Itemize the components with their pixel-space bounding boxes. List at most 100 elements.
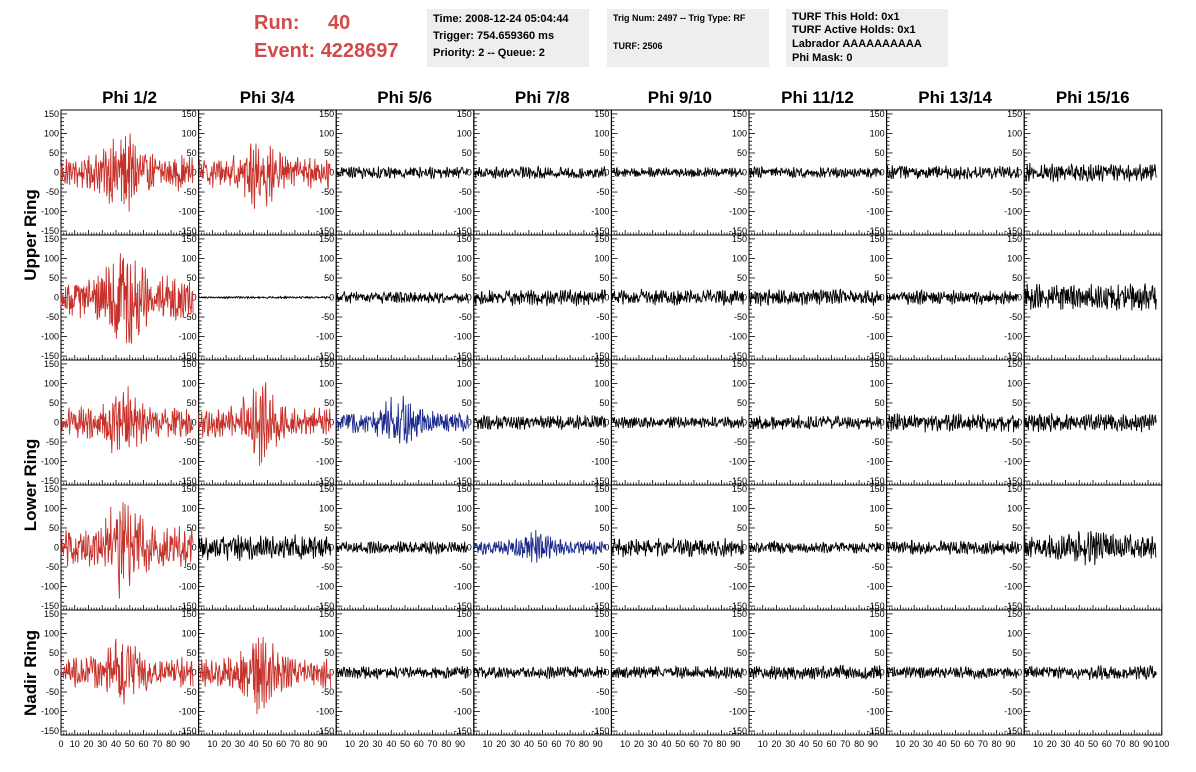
- y-tick-label: 50: [875, 148, 885, 158]
- y-tick-label: 100: [319, 628, 334, 638]
- y-tick-label: 150: [732, 609, 747, 619]
- y-tick-label: 100: [732, 628, 747, 638]
- y-tick-label: 0: [880, 668, 885, 678]
- y-tick-label: -100: [729, 582, 747, 592]
- y-tick-label: -150: [41, 351, 59, 361]
- x-tick-label: 90: [455, 739, 465, 749]
- y-tick-label: -50: [184, 312, 197, 322]
- y-tick-label: 0: [742, 168, 747, 178]
- waveform-trace: [748, 415, 882, 430]
- y-tick-label: 100: [594, 628, 609, 638]
- y-tick-label: 0: [742, 293, 747, 303]
- y-tick-label: 0: [329, 168, 334, 178]
- x-tick-label: 50: [1088, 739, 1098, 749]
- y-tick-label: 150: [44, 359, 59, 369]
- x-tick-label: 10: [70, 739, 80, 749]
- y-tick-label: -150: [867, 726, 885, 736]
- x-tick-label: 10: [758, 739, 768, 749]
- y-tick-label: 0: [880, 168, 885, 178]
- y-tick-label: 50: [462, 148, 472, 158]
- y-tick-label: 0: [604, 293, 609, 303]
- y-tick-label: -100: [729, 707, 747, 717]
- y-tick-label: 0: [467, 418, 472, 428]
- y-tick-label: 150: [732, 109, 747, 119]
- y-tick-label: 0: [1017, 168, 1022, 178]
- x-tick-label: 70: [565, 739, 575, 749]
- waveform-trace: [610, 664, 744, 680]
- y-tick-label: 100: [1007, 253, 1022, 263]
- y-tick-label: -150: [454, 351, 472, 361]
- y-tick-label: -50: [46, 437, 59, 447]
- y-tick-label: -100: [591, 207, 609, 217]
- y-tick-label: -100: [867, 207, 885, 217]
- waveform-trace: [473, 289, 607, 307]
- run-label: Run:: [254, 12, 300, 34]
- x-tick-label: 80: [854, 739, 864, 749]
- x-tick-label: 0: [58, 739, 63, 749]
- y-tick-label: -100: [41, 582, 59, 592]
- y-tick-label: 100: [1007, 503, 1022, 513]
- y-tick-label: 50: [1012, 273, 1022, 283]
- y-tick-label: 100: [594, 128, 609, 138]
- y-tick-label: 50: [1012, 648, 1022, 658]
- waveform-trace: [886, 288, 1020, 306]
- y-tick-label: 0: [604, 668, 609, 678]
- y-tick-label: 50: [599, 523, 609, 533]
- y-tick-label: -100: [454, 707, 472, 717]
- y-tick-label: 100: [457, 128, 472, 138]
- turf-hold-line: TURF This Hold: 0x1: [792, 11, 900, 23]
- y-tick-label: 100: [594, 503, 609, 513]
- y-tick-label: 0: [742, 418, 747, 428]
- x-tick-label: 40: [386, 739, 396, 749]
- x-tick-label: 90: [1005, 739, 1015, 749]
- y-tick-label: 150: [457, 359, 472, 369]
- y-tick-label: 50: [599, 273, 609, 283]
- trig-num-line: Trig Num: 2497 -- Trig Type: RF: [613, 13, 746, 23]
- y-tick-label: -50: [46, 187, 59, 197]
- phi-label: Phi 5/6: [377, 88, 433, 107]
- y-tick-label: 0: [54, 418, 59, 428]
- time-line: Time: 2008-12-24 05:04:44: [433, 13, 569, 25]
- y-tick-label: -100: [454, 332, 472, 342]
- y-tick-label: -100: [867, 582, 885, 592]
- waveform-trace: [198, 295, 331, 300]
- y-tick-label: 150: [1007, 359, 1022, 369]
- y-tick-label: -50: [184, 187, 197, 197]
- x-tick-label: 10: [483, 739, 493, 749]
- waveform-trace: [473, 165, 607, 180]
- y-tick-label: 100: [457, 378, 472, 388]
- time-info-box: Time: 2008-12-24 05:04:44 Trigger: 754.6…: [427, 9, 589, 67]
- y-tick-label: 0: [604, 543, 609, 553]
- phi-label: Phi 9/10: [647, 88, 713, 107]
- x-tick-label: 10: [1033, 739, 1043, 749]
- y-tick-label: -50: [321, 437, 334, 447]
- y-tick-label: -100: [179, 582, 197, 592]
- y-tick-label: -150: [316, 601, 334, 611]
- y-tick-label: -100: [316, 332, 334, 342]
- x-tick-label: 70: [428, 739, 438, 749]
- x-tick-label: 80: [166, 739, 176, 749]
- y-tick-label: -150: [1004, 601, 1022, 611]
- waveform-trace: [60, 253, 194, 344]
- x-tick-label: 30: [97, 739, 107, 749]
- y-tick-label: -50: [1009, 562, 1022, 572]
- y-tick-label: 50: [462, 523, 472, 533]
- x-tick-label: 90: [180, 739, 190, 749]
- x-tick-label: 70: [152, 739, 162, 749]
- y-tick-label: -100: [1004, 582, 1022, 592]
- waveform-trace: [198, 143, 332, 209]
- y-tick-label: -50: [872, 312, 885, 322]
- y-tick-label: 50: [324, 273, 334, 283]
- y-tick-label: 100: [44, 128, 59, 138]
- run-event-info: Run: 40 Event: 4228697: [254, 9, 399, 65]
- x-tick-label: 20: [221, 739, 231, 749]
- waveform-trace: [335, 166, 469, 180]
- y-tick-label: 150: [594, 484, 609, 494]
- x-tick-label: 30: [1060, 739, 1070, 749]
- x-tick-label: 60: [689, 739, 699, 749]
- x-tick-label: 50: [950, 739, 960, 749]
- y-tick-label: 0: [192, 293, 197, 303]
- y-tick-label: -100: [591, 582, 609, 592]
- y-tick-label: -100: [41, 207, 59, 217]
- x-tick-label: 40: [249, 739, 259, 749]
